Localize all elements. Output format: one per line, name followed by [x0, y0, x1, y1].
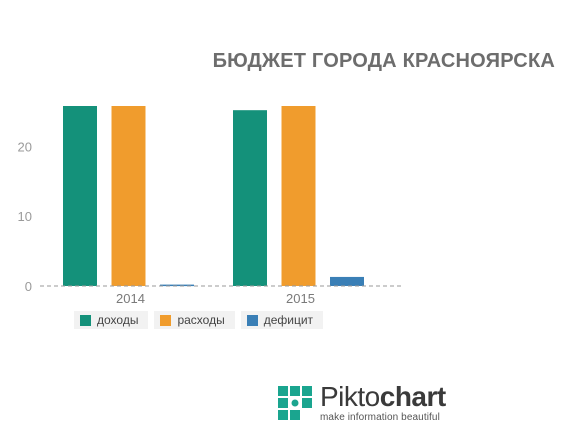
piktochart-logo-icon: [276, 384, 314, 422]
bar[interactable]: [330, 276, 364, 286]
y-tick-label: 10: [18, 209, 32, 224]
logo-name: Piktochart: [320, 381, 446, 412]
x-tick-label: 2014: [116, 291, 145, 306]
y-tick-label: 0: [25, 279, 32, 294]
legend-item-deficit[interactable]: дефицит: [240, 311, 324, 329]
legend-label-expenses: расходы: [177, 313, 225, 327]
bar[interactable]: [160, 284, 194, 287]
piktochart-logo: Piktochart make information beautiful: [276, 383, 446, 423]
logo-tagline: make information beautiful: [320, 412, 440, 423]
legend-swatch-deficit: [246, 314, 258, 326]
bar[interactable]: [233, 110, 267, 287]
legend-swatch-expenses: [160, 314, 172, 326]
legend-label-income: доходы: [97, 313, 139, 327]
y-tick-label: 20: [18, 139, 32, 154]
bar[interactable]: [111, 106, 146, 286]
bar[interactable]: [63, 106, 97, 286]
legend-swatch-income: [80, 314, 91, 326]
legend-item-expenses[interactable]: расходы: [154, 311, 235, 329]
bar[interactable]: [281, 106, 316, 286]
x-tick-label: 2015: [286, 291, 315, 306]
legend: доходы расходы дефицит: [74, 311, 324, 329]
legend-label-deficit: дефицит: [263, 313, 314, 327]
legend-item-income[interactable]: доходы: [74, 311, 149, 329]
chart-title: БЮДЖЕТ ГОРОДА КРАСНОЯРСКА: [212, 50, 555, 72]
